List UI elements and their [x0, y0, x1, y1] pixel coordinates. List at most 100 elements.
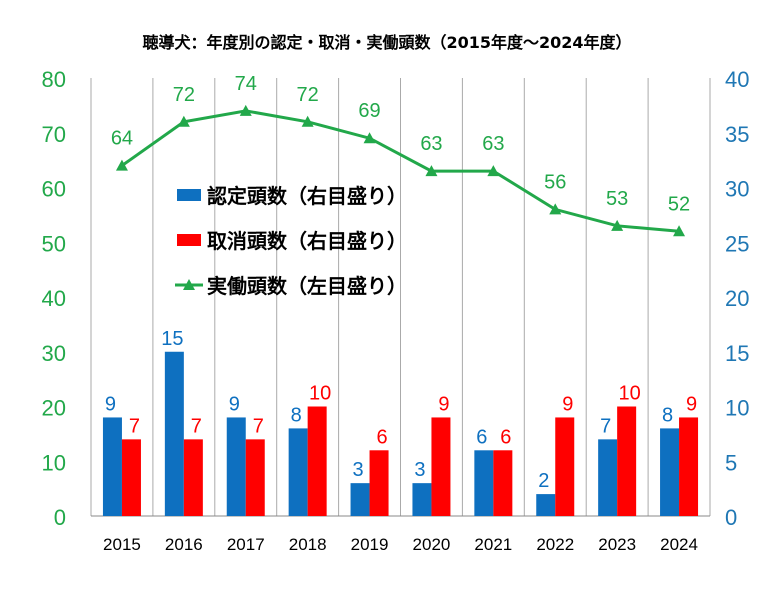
data-label-revoked: 10 [309, 383, 331, 405]
line-marker [487, 165, 500, 177]
data-label-active: 64 [111, 128, 133, 150]
y-right-tick-label: 0 [725, 505, 737, 530]
data-label-certified: 8 [291, 404, 302, 426]
y-left-tick-label: 40 [42, 286, 66, 311]
data-label-certified: 2 [538, 470, 549, 492]
data-label-revoked: 10 [619, 383, 641, 405]
bar-revoked [369, 450, 389, 516]
x-tick-label: 2020 [413, 535, 451, 554]
line-series [115, 104, 686, 237]
data-label-active: 72 [173, 84, 195, 106]
legend-label-revoked: 取消頭数（右目盛り） [207, 229, 407, 253]
x-tick-label: 2024 [660, 535, 698, 554]
data-label-revoked: 9 [438, 393, 449, 415]
bar-certified [598, 439, 618, 516]
y-left-tick-label: 80 [42, 67, 66, 92]
y-right-tick-label: 5 [725, 450, 737, 475]
data-label-revoked: 6 [500, 426, 511, 448]
data-label-certified: 3 [414, 459, 425, 481]
data-label-active: 56 [544, 171, 566, 193]
line-marker [301, 115, 314, 127]
bar-certified [660, 428, 680, 516]
data-label-active: 74 [235, 73, 257, 95]
data-label-certified: 15 [161, 328, 183, 350]
y-left-tick-label: 30 [42, 341, 66, 366]
y-right-tick-label: 40 [725, 67, 749, 92]
bar-certified [288, 428, 308, 516]
y-left-tick-label: 0 [54, 505, 66, 530]
bar-certified [412, 483, 432, 516]
bar-revoked [183, 439, 203, 516]
y-left-tick-label: 20 [42, 396, 66, 421]
line-marker [115, 159, 128, 171]
line-marker [363, 132, 376, 144]
x-tick-label: 2018 [289, 535, 327, 554]
bar-certified [226, 417, 246, 516]
bar-revoked [307, 406, 327, 516]
x-tick-label: 2015 [103, 535, 141, 554]
y-left-tick-label: 10 [42, 450, 66, 475]
bar-revoked [493, 450, 513, 516]
legend-label-active: 実働頭数（左目盛り） [207, 274, 407, 298]
y-right-tick-label: 35 [725, 122, 749, 147]
legend-swatch-certified [177, 189, 201, 201]
chart-title: 聴導犬：年度別の認定・取消・実働頭数（2015年度～2024年度） [142, 33, 631, 52]
bars [102, 351, 699, 516]
x-tick-label: 2017 [227, 535, 265, 554]
data-label-active: 72 [297, 84, 319, 106]
legend-swatch-revoked [177, 234, 201, 246]
y-right-tick-label: 20 [725, 286, 749, 311]
bar-revoked [679, 417, 699, 516]
line-marker [239, 104, 252, 116]
y-right-tick-label: 10 [725, 396, 749, 421]
y-left-tick-label: 60 [42, 177, 66, 202]
bar-certified [536, 494, 556, 516]
x-tick-label: 2016 [165, 535, 203, 554]
bar-revoked [245, 439, 265, 516]
x-tick-label: 2022 [536, 535, 574, 554]
line-marker [673, 225, 686, 237]
bar-revoked [555, 417, 575, 516]
data-label-revoked: 6 [376, 426, 387, 448]
data-label-certified: 9 [105, 393, 116, 415]
data-label-revoked: 7 [129, 415, 140, 437]
legend-swatch-active-marker [183, 279, 195, 290]
data-label-active: 63 [482, 133, 504, 155]
line-marker [177, 115, 190, 127]
bar-certified [350, 483, 370, 516]
bar-certified [474, 450, 494, 516]
data-label-certified: 9 [229, 393, 240, 415]
data-label-revoked: 9 [562, 393, 573, 415]
axes: 0 10 20 30 40 50 60 70 80 0 5 10 15 20 25 30 35 40 2015 201… [42, 67, 750, 554]
x-tick-label: 2021 [474, 535, 512, 554]
y-right-tick-label: 30 [725, 177, 749, 202]
y-right-tick-label: 15 [725, 341, 749, 366]
legend: 認定頭数（右目盛り） 取消頭数（右目盛り） 実働頭数（左目盛り） [175, 184, 407, 298]
bar-certified [102, 417, 122, 516]
data-label-active: 52 [668, 193, 690, 215]
data-label-certified: 7 [600, 415, 611, 437]
line-marker [611, 219, 624, 231]
data-label-certified: 6 [476, 426, 487, 448]
line-marker [425, 165, 438, 177]
data-label-active: 53 [606, 188, 628, 210]
line-active [121, 109, 680, 233]
line-marker [549, 203, 562, 215]
y-right-tick-label: 25 [725, 231, 749, 256]
x-tick-label: 2023 [598, 535, 636, 554]
data-label-revoked: 9 [686, 393, 697, 415]
data-label-revoked: 7 [191, 415, 202, 437]
data-label-active: 69 [358, 100, 380, 122]
bar-revoked [617, 406, 637, 516]
bar-certified [164, 351, 184, 516]
data-label-active: 63 [420, 133, 442, 155]
y-left-tick-label: 70 [42, 122, 66, 147]
data-label-revoked: 7 [253, 415, 264, 437]
y-left-tick-label: 50 [42, 231, 66, 256]
x-tick-label: 2019 [351, 535, 389, 554]
legend-label-certified: 認定頭数（右目盛り） [207, 184, 407, 208]
data-label-certified: 3 [352, 459, 363, 481]
bar-revoked [431, 417, 451, 516]
